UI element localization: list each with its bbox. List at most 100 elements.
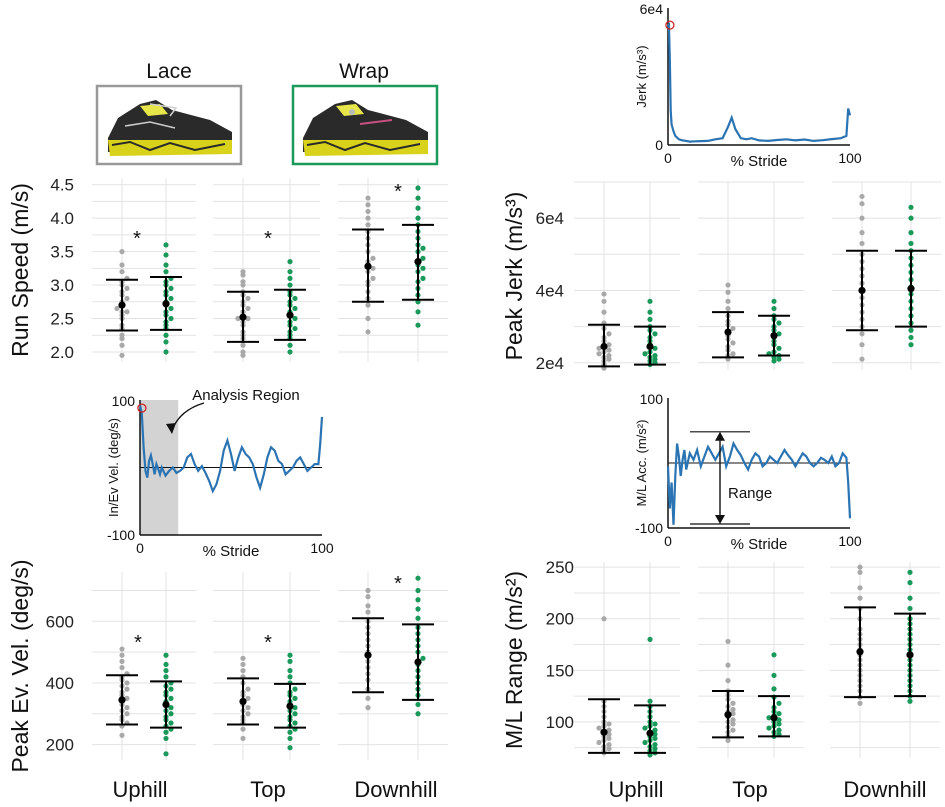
data-point [365,594,371,600]
data-point [596,351,602,357]
data-point [124,711,130,717]
data-point [163,668,169,674]
category-label-top: Top [250,777,285,802]
x-tick-label: 100 [838,533,862,549]
data-point [163,269,169,275]
data-point [292,295,298,302]
category-label-downhill: Downhill [843,777,926,802]
data-point [606,727,612,733]
y-tick-label: 600 [46,612,74,631]
data-point [365,695,371,701]
data-point [859,201,865,207]
data-point [365,208,371,215]
data-point [163,339,169,345]
y-tick-label: 4.5 [50,176,74,195]
data-point [606,347,612,353]
lace-label: Lace [146,60,192,83]
data-point [652,731,658,737]
mean-point [364,262,372,270]
data-point [908,334,914,341]
data-point [365,587,371,594]
data-point [908,230,914,236]
wrap-shoe-image [303,100,428,156]
data-point [652,721,658,727]
data-point [163,242,169,248]
data-point [124,285,130,291]
category-label-uphill: Uphill [112,777,167,802]
data-point [415,615,421,621]
data-point [857,569,863,575]
data-point [776,331,782,337]
data-point [771,686,777,692]
data-point [601,616,607,622]
x-tick-label: 0 [664,533,672,549]
data-point [730,721,736,727]
mean-point [162,700,170,709]
mean-point [239,313,247,321]
data-point [415,597,421,603]
data-point [292,305,298,312]
y-tick-label: 100 [112,393,136,409]
data-point [730,351,736,357]
y-tick-label: 3.0 [50,276,74,295]
data-point [163,332,169,338]
significance-star: * [394,573,402,595]
data-point [776,727,782,733]
x-axis-label: % Stride [731,536,788,553]
data-point [287,259,293,265]
y-axis-label: Jerk (m/s³) [634,45,649,107]
data-point [606,331,612,337]
data-point [415,195,421,201]
mean-point [286,702,294,710]
y-tick-label: 2e4 [536,354,564,373]
arrow-head [166,423,176,434]
jerk-trace-inset: 6e4 00 100 % Stride Jerk (m/s³) [634,1,862,170]
data-point [730,340,736,346]
y-tick-label: 2.0 [50,343,74,362]
data-point [647,309,653,315]
y-axis-label: M/L Acc. (m/s²) [634,420,649,507]
data-point [771,672,777,679]
data-point [163,735,169,742]
data-point [168,720,174,726]
data-point [606,735,612,742]
data-point [119,342,125,348]
data-point [601,309,607,315]
data-point [168,295,174,302]
y-axis-label: In/Ev Vel. (deg/s) [106,418,121,517]
data-point [857,564,863,570]
data-point [245,315,251,322]
data-point [119,658,125,664]
data-point [287,282,293,288]
data-point [647,636,653,642]
mean-point [906,651,914,659]
data-point [420,275,426,281]
data-point [725,638,731,645]
data-point [415,322,421,328]
data-point [240,269,246,275]
data-point [908,240,914,247]
data-point [245,705,251,711]
data-point [168,315,174,322]
data-point [365,609,371,615]
data-point [642,739,648,746]
data-point [420,265,426,271]
data-point [119,664,125,671]
data-point [908,342,914,348]
data-point [287,668,293,674]
wrap-label: Wrap [339,60,389,83]
data-point [163,751,169,757]
data-point [859,193,865,200]
data-point [725,298,731,304]
data-point [124,309,130,315]
data-point [606,741,612,748]
data-point [730,711,736,717]
data-point [365,315,371,322]
data-point [168,705,174,711]
data-point [766,715,772,721]
data-point [168,305,174,312]
data-point [652,352,658,359]
data-point [287,745,293,751]
